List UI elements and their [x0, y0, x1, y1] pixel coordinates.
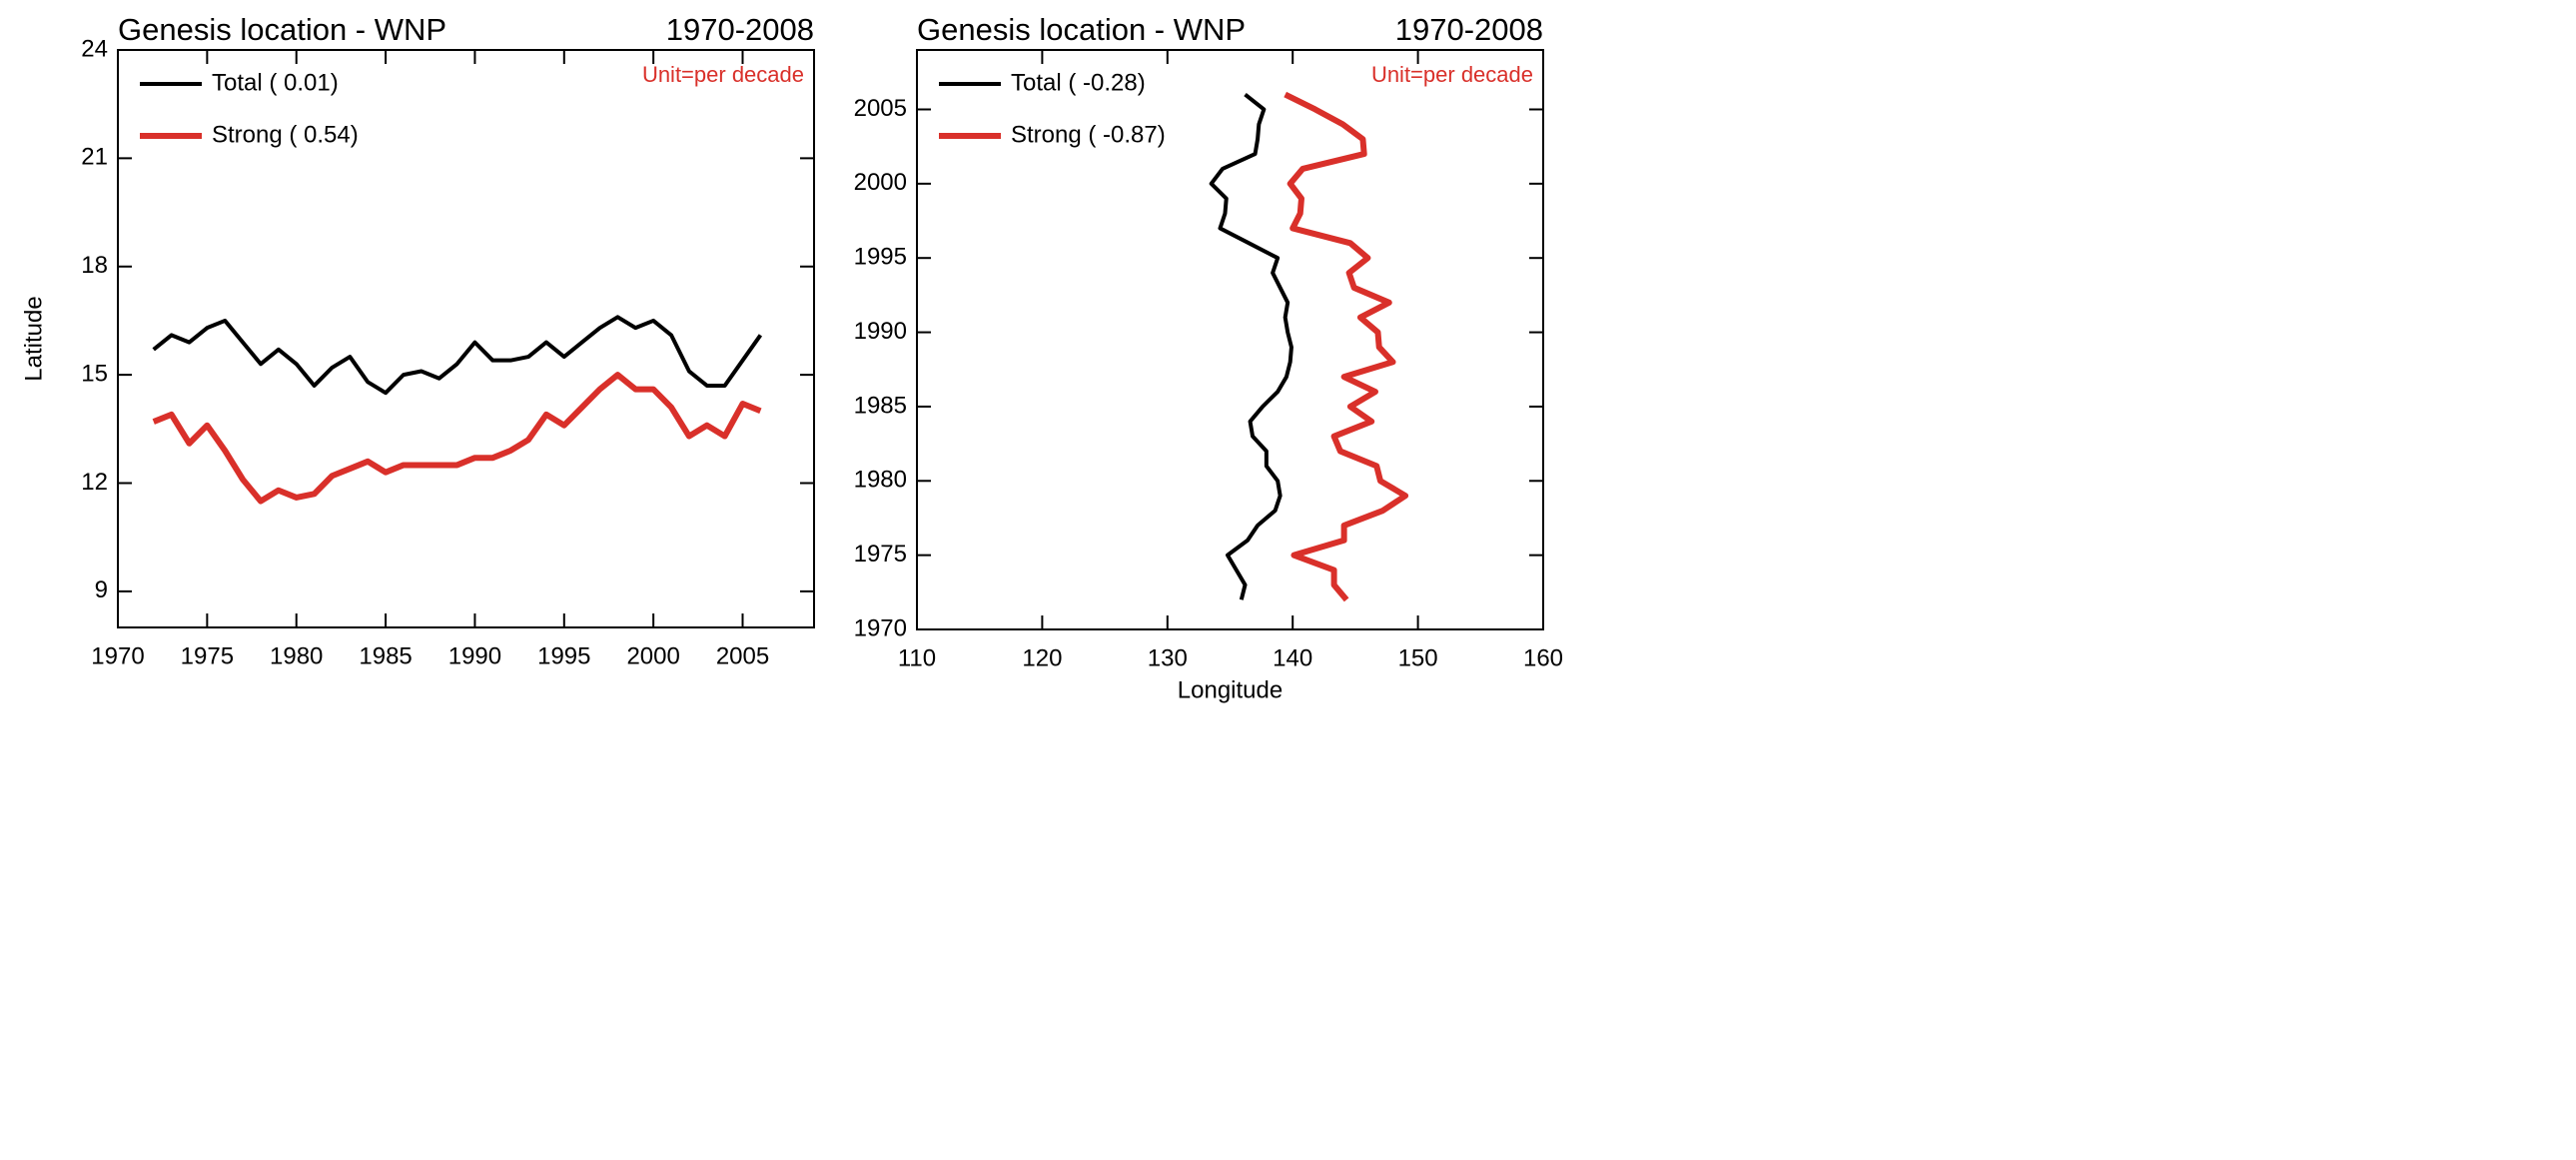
chart-subtitle: 1970-2008 — [1395, 12, 1543, 47]
x-tick-label: 1990 — [448, 642, 501, 669]
y-tick-label: 1990 — [854, 318, 907, 345]
y-tick-label: 1970 — [854, 614, 907, 641]
x-tick-label: 2000 — [626, 642, 679, 669]
y-tick-label: 1985 — [854, 392, 907, 419]
x-tick-label: 150 — [1398, 644, 1438, 671]
x-tick-label: 1970 — [91, 642, 144, 669]
series-line — [152, 315, 763, 396]
series-line — [1209, 93, 1293, 600]
plot-frame — [916, 49, 1544, 630]
y-tick-label: 1975 — [854, 541, 907, 568]
x-tick-label: 130 — [1148, 644, 1188, 671]
annotation: Unit=per decade — [642, 62, 804, 87]
legend-label: Total ( -0.28) — [1011, 69, 1146, 96]
series-line — [1284, 91, 1409, 602]
x-tick-label: 140 — [1273, 644, 1312, 671]
legend-label: Strong ( 0.54) — [212, 121, 359, 148]
y-tick-label: 15 — [81, 360, 108, 387]
chart-subtitle: 1970-2008 — [666, 12, 814, 47]
x-tick-label: 120 — [1022, 644, 1062, 671]
y-tick-label: 12 — [81, 469, 108, 496]
series-line — [152, 372, 762, 505]
annotation: Unit=per decade — [1371, 62, 1533, 87]
chart-title: Genesis location - WNP — [118, 12, 446, 47]
x-tick-label: 110 — [898, 644, 936, 671]
y-tick-label: 1980 — [854, 467, 907, 494]
x-tick-label: 1985 — [359, 642, 412, 669]
x-tick-label: 160 — [1523, 644, 1563, 671]
x-tick-label: 1995 — [537, 642, 590, 669]
y-tick-label: 2000 — [854, 169, 907, 196]
y-tick-label: 18 — [81, 252, 108, 279]
x-tick-label: 1980 — [270, 642, 323, 669]
legend-label: Total ( 0.01) — [212, 69, 339, 96]
legend-label: Strong ( -0.87) — [1011, 121, 1166, 148]
chart-title: Genesis location - WNP — [917, 12, 1246, 47]
x-tick-label: 2005 — [716, 642, 769, 669]
y-tick-label: 21 — [81, 144, 108, 171]
y-tick-label: 24 — [81, 35, 108, 62]
plot-frame — [117, 49, 815, 628]
y-tick-label: 2005 — [854, 95, 907, 122]
y-tick-label: 1995 — [854, 244, 907, 271]
x-tick-label: 1975 — [181, 642, 234, 669]
y-tick-label: 9 — [95, 577, 108, 603]
x-axis-label: Longitude — [1178, 676, 1283, 703]
y-axis-label: Latitude — [20, 296, 47, 381]
